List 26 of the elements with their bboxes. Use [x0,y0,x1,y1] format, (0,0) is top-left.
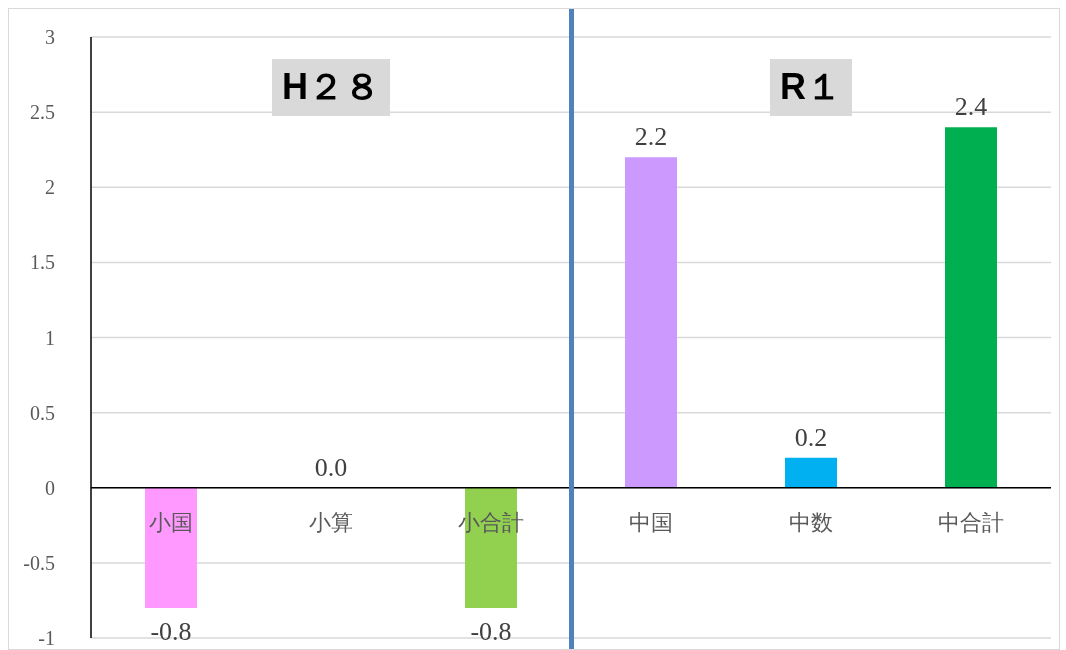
y-tick-label: 1.5 [30,251,55,274]
bar [945,127,997,488]
annotation: H２８ [272,59,390,116]
y-tick-label: 3 [45,26,55,49]
y-tick-label: 2.5 [30,101,55,124]
bar [625,157,677,488]
bar [785,457,837,488]
y-tick-label: 2 [45,176,55,199]
data-label: 0.0 [314,452,348,482]
y-tick-label: -0.5 [23,551,55,574]
data-label: 2.2 [634,122,668,152]
data-label: -0.8 [470,616,512,646]
x-tick-label: 小国 [149,509,193,535]
x-tick-label: 中国 [629,509,673,535]
x-tick-label: 中数 [789,509,833,535]
y-tick-label: -1 [38,627,55,650]
x-tick-label: 中合計 [938,509,1004,535]
bar [145,487,197,608]
data-label: 0.2 [794,422,828,452]
data-label: 2.4 [954,92,988,122]
x-tick-label: 小算 [309,509,353,535]
y-tick-label: 0 [45,476,55,499]
y-tick-label: 1 [45,326,55,349]
y-tick-label: 0.5 [30,401,55,424]
data-label: -0.8 [150,616,192,646]
annotation: R１ [770,59,852,116]
